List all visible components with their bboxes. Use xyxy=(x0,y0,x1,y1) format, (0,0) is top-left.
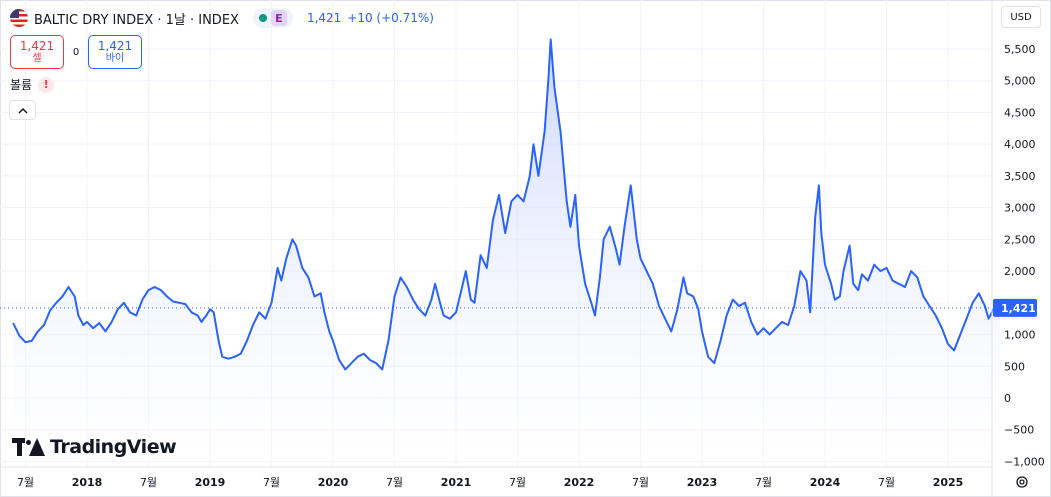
gear-icon xyxy=(1016,476,1028,488)
market-status-dot-icon xyxy=(258,14,267,22)
x-tick-label: 7월 xyxy=(263,476,280,489)
exchange-badge: E xyxy=(270,10,287,26)
y-tick-label: 4,500 xyxy=(1004,106,1036,119)
volume-indicator[interactable]: 볼륨 ! xyxy=(10,76,55,93)
buy-button[interactable]: 1,421 바이 xyxy=(88,35,142,69)
x-tick-label: 2023 xyxy=(687,476,718,489)
x-tick-label: 2019 xyxy=(195,476,226,489)
x-tick-label: 2018 xyxy=(72,476,103,489)
x-tick-label: 7월 xyxy=(632,476,649,489)
warning-icon[interactable]: ! xyxy=(38,76,55,93)
sell-label: 셀 xyxy=(32,53,42,64)
y-tick-label: 5,500 xyxy=(1004,43,1036,56)
last-price: 1,421 xyxy=(306,11,342,25)
y-tick-label: 500 xyxy=(1004,360,1025,373)
symbol-title[interactable]: BALTIC DRY INDEX · 1날 · INDEX xyxy=(34,12,239,28)
current-price-text: 1,421 xyxy=(1001,302,1036,315)
sell-button[interactable]: 1,421 셀 xyxy=(10,35,64,69)
current-price-label: 1,421 xyxy=(993,298,1037,317)
y-tick-label: 2,000 xyxy=(1004,265,1036,278)
chevron-up-icon xyxy=(17,107,28,114)
series-line[interactable] xyxy=(12,38,1000,371)
us-flag-icon xyxy=(10,9,28,27)
x-tick-label: 2025 xyxy=(933,476,964,489)
x-tick-label: 2022 xyxy=(564,476,595,489)
tradingview-logo[interactable]: TradingView xyxy=(12,436,177,458)
x-tick-label: 7월 xyxy=(878,476,895,489)
y-tick-label: 3,000 xyxy=(1004,202,1036,215)
y-tick-label: 4,000 xyxy=(1004,138,1036,151)
x-tick-label: 2021 xyxy=(441,476,472,489)
y-tick-label: 5,000 xyxy=(1004,75,1036,88)
symbol-header: BALTIC DRY INDEX · 1날 · INDEX E 1,421 +1… xyxy=(10,8,434,28)
tradingview-logo-icon xyxy=(12,438,45,456)
settings-button[interactable] xyxy=(1012,472,1032,492)
x-tick-label: 7월 xyxy=(140,476,157,489)
x-tick-label: 2024 xyxy=(810,476,841,489)
y-axis[interactable]: −1,000−50005001,0001,5002,0002,5003,0003… xyxy=(1004,43,1045,468)
y-tick-label: 2,500 xyxy=(1004,233,1036,246)
x-tick-label: 7월 xyxy=(755,476,772,489)
price-change: +10 (+0.71%) xyxy=(347,11,434,25)
y-tick-label: −500 xyxy=(1004,424,1034,437)
x-tick-label: 7월 xyxy=(17,476,34,489)
buy-label: 바이 xyxy=(105,53,125,64)
spread-value: 0 xyxy=(72,46,80,58)
y-tick-label: 3,500 xyxy=(1004,170,1036,183)
market-status[interactable]: E xyxy=(252,8,293,28)
currency-selector[interactable]: USD xyxy=(1001,6,1041,28)
y-tick-label: 1,000 xyxy=(1004,329,1036,342)
current-price-badge xyxy=(993,298,1037,317)
x-tick-label: 2020 xyxy=(318,476,349,489)
sell-price: 1,421 xyxy=(19,39,55,53)
x-tick-label: 7월 xyxy=(386,476,403,489)
buy-price: 1,421 xyxy=(97,39,133,53)
logo-text: TradingView xyxy=(50,436,177,458)
y-tick-label: 0 xyxy=(1004,392,1011,405)
series-area-fill xyxy=(13,39,1000,467)
volume-label: 볼륨 xyxy=(10,78,33,92)
series-area-layer xyxy=(12,38,1000,467)
y-tick-label: −1,000 xyxy=(1004,455,1045,468)
x-axis[interactable]: 7월 2018 7월 2019 7월 2020 7월 2021 7월 2022 7월 2023 7월 20… xyxy=(17,476,963,489)
collapse-legend-button[interactable] xyxy=(9,100,36,120)
x-tick-label: 7월 xyxy=(509,476,526,489)
trade-buttons: 1,421 셀 0 1,421 바이 xyxy=(10,35,142,69)
